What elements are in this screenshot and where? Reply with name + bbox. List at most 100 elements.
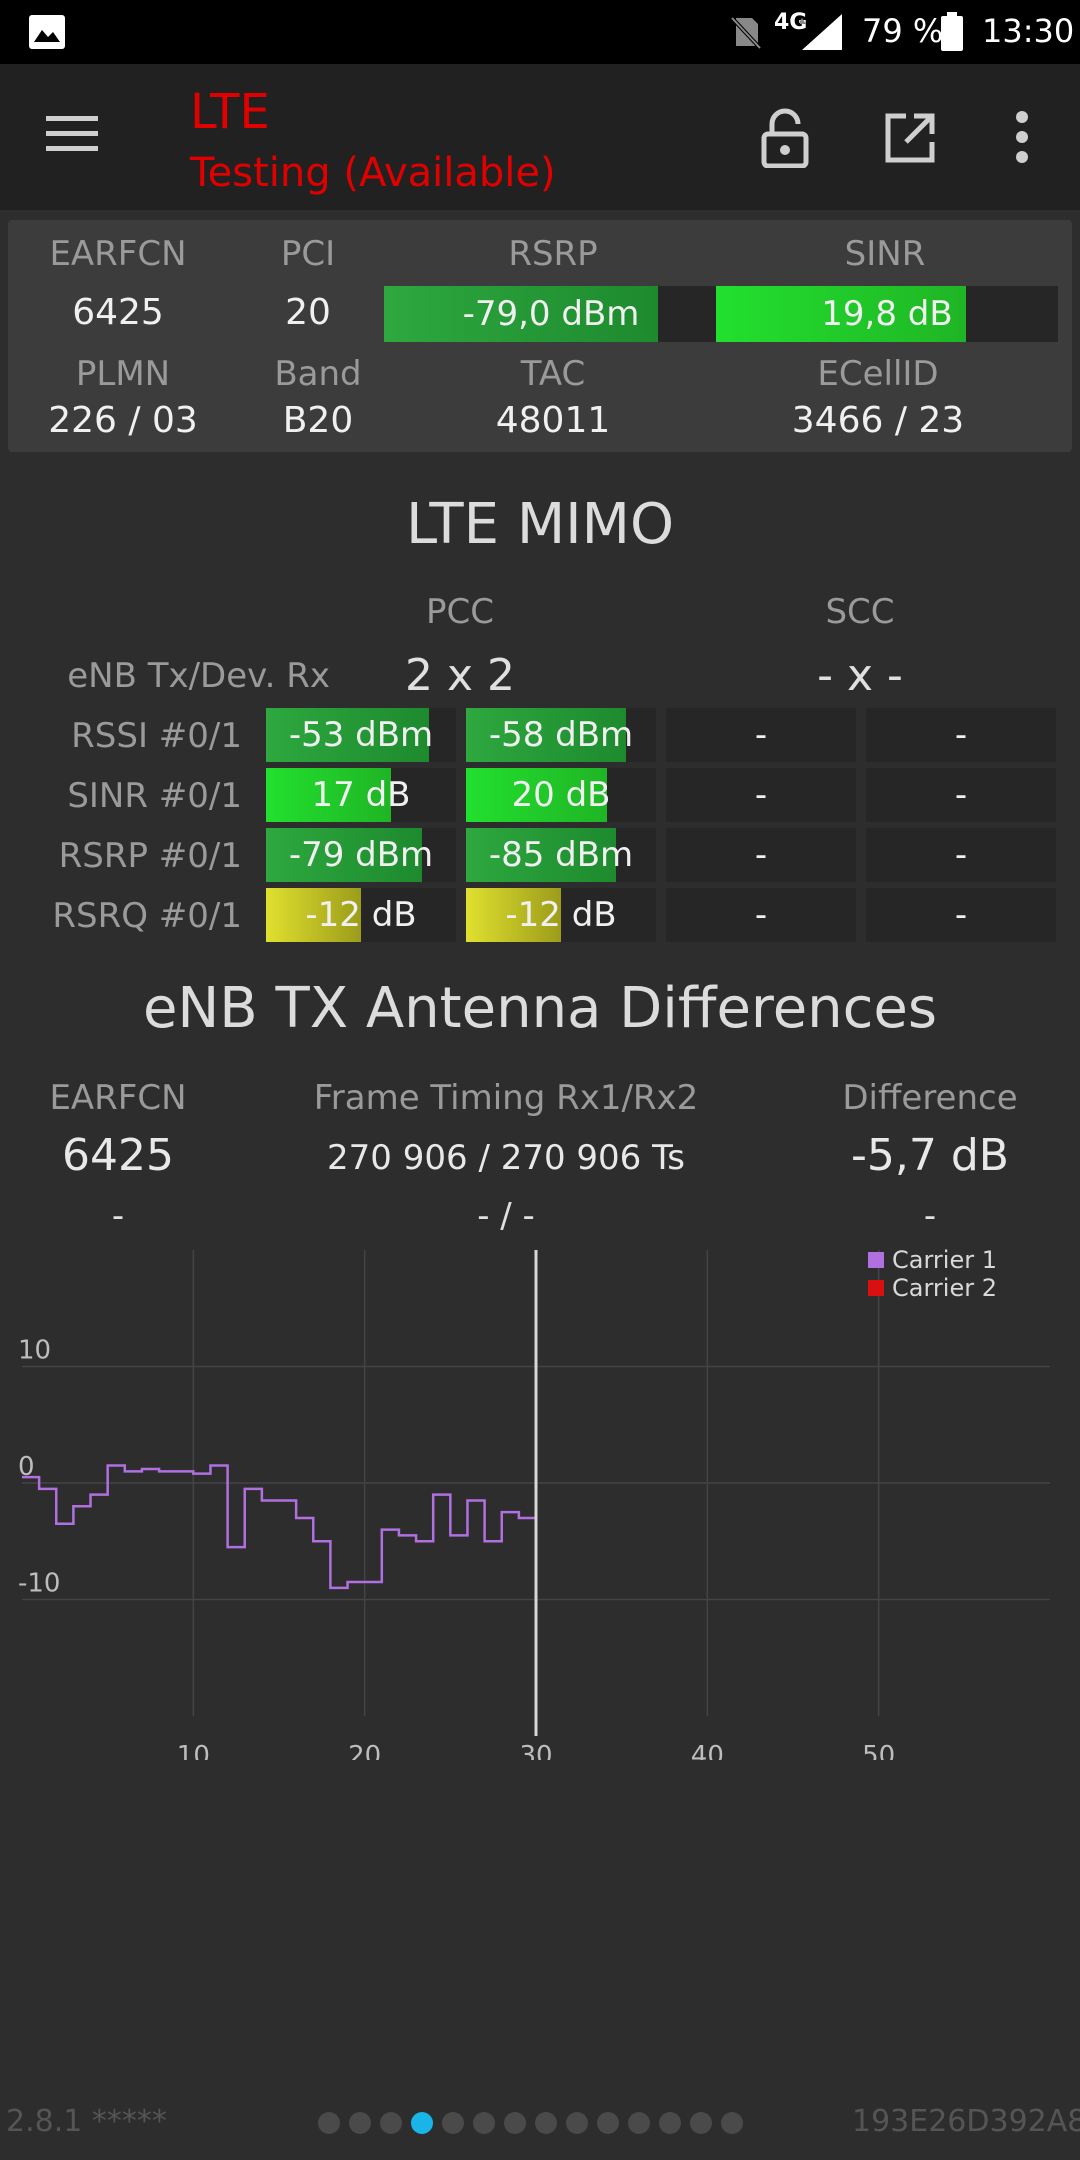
mimo-cell-value: -79 dBm bbox=[288, 835, 434, 875]
difference-label: Difference bbox=[842, 1078, 1018, 1118]
sinr-bar-fill bbox=[716, 286, 966, 342]
page-dot[interactable] bbox=[628, 2112, 650, 2134]
frame-timing-1: 270 906 / 270 906 Ts bbox=[327, 1138, 685, 1178]
rsrp-label: RSRP bbox=[508, 234, 598, 274]
sinr-value: 19,8 dB bbox=[821, 294, 953, 334]
mimo-cell-scc0: - bbox=[666, 828, 856, 882]
band-value: B20 bbox=[282, 400, 354, 441]
mimo-cell-value: -12 dB bbox=[505, 895, 617, 935]
rsrp-value: -79,0 dBm bbox=[462, 294, 640, 334]
rsrp-bar-fill bbox=[384, 286, 658, 342]
app-bar: LTE Testing (Available) bbox=[0, 64, 1080, 210]
mimo-cell-pcc1: -85 dBm bbox=[466, 828, 656, 882]
mimo-row-label: RSRQ #0/1 bbox=[52, 896, 242, 936]
sinr-label: SINR bbox=[844, 234, 926, 274]
y-tick-label: -10 bbox=[18, 1569, 60, 1599]
page-dot[interactable] bbox=[473, 2112, 495, 2134]
page-dot[interactable] bbox=[504, 2112, 526, 2134]
page-dot[interactable] bbox=[411, 2112, 433, 2134]
mimo-cell-fill bbox=[466, 768, 607, 822]
mimo-cell-value: - bbox=[954, 895, 968, 935]
y-tick-label: 0 bbox=[18, 1452, 35, 1482]
pci-label: PCI bbox=[280, 234, 336, 274]
mimo-cell-scc1: - bbox=[866, 768, 1056, 822]
earfcn-label: EARFCN bbox=[49, 234, 187, 274]
ecellid-value: 3466 / 23 bbox=[791, 400, 965, 441]
mimo-cell-pcc0: -79 dBm bbox=[266, 828, 456, 882]
sinr-bar: 19,8 dB bbox=[716, 286, 1058, 342]
mimo-cell-fill bbox=[266, 708, 430, 762]
mimo-cell-fill bbox=[466, 888, 561, 942]
page-dot[interactable] bbox=[659, 2112, 681, 2134]
mimo-cell-pcc0: 17 dB bbox=[266, 768, 456, 822]
app-title: LTE bbox=[190, 84, 270, 140]
version-text: 2.8.1 ***** bbox=[6, 2104, 167, 2139]
mimo-cell-fill bbox=[266, 768, 392, 822]
mimo-cell-value: - bbox=[754, 895, 768, 935]
plmn-value: 226 / 03 bbox=[48, 400, 198, 441]
open-external-icon[interactable] bbox=[884, 112, 936, 164]
mimo-cell-value: 17 dB bbox=[311, 775, 411, 815]
x-tick-label: 30 bbox=[519, 1741, 552, 1760]
page-dot[interactable] bbox=[566, 2112, 588, 2134]
y-tick-label: 10 bbox=[18, 1336, 51, 1366]
series-line-carrier-1 bbox=[22, 1464, 536, 1590]
signal-icon bbox=[800, 14, 842, 50]
no-sim-icon bbox=[730, 16, 762, 50]
difference-2: - bbox=[923, 1196, 937, 1236]
mimo-cell-pcc1: 20 dB bbox=[466, 768, 656, 822]
page-dot[interactable] bbox=[597, 2112, 619, 2134]
mimo-cell-scc0: - bbox=[666, 888, 856, 942]
mimo-cell-value: - bbox=[754, 835, 768, 875]
page-dot[interactable] bbox=[721, 2112, 743, 2134]
config-label: eNB Tx/Dev. Rx bbox=[67, 656, 330, 696]
antenna-title: eNB TX Antenna Differences bbox=[142, 976, 938, 1041]
mimo-title: LTE MIMO bbox=[405, 492, 675, 557]
more-options-icon[interactable] bbox=[1006, 110, 1038, 164]
mimo-cell-fill bbox=[266, 828, 422, 882]
mimo-row-label: SINR #0/1 bbox=[67, 776, 242, 816]
cell-info-card: EARFCN PCI RSRP SINR 6425 20 -79,0 dBm 1… bbox=[8, 220, 1072, 452]
scc-config: - x - bbox=[817, 650, 903, 701]
pcc-label: PCC bbox=[426, 592, 494, 632]
pcc-config: 2 x 2 bbox=[405, 650, 515, 701]
scc-label: SCC bbox=[825, 592, 895, 632]
mimo-cell-fill bbox=[466, 828, 617, 882]
clock: 13:30 bbox=[982, 12, 1075, 50]
mimo-cell-scc1: - bbox=[866, 828, 1056, 882]
x-tick-label: 40 bbox=[691, 1741, 724, 1760]
mimo-cell-value: - bbox=[954, 775, 968, 815]
page-indicator[interactable] bbox=[318, 2112, 743, 2138]
legend-swatch bbox=[868, 1280, 884, 1296]
page-dot[interactable] bbox=[535, 2112, 557, 2134]
x-tick-label: 50 bbox=[862, 1741, 895, 1760]
battery-icon bbox=[941, 12, 963, 51]
lock-open-icon[interactable] bbox=[760, 108, 810, 168]
menu-icon[interactable] bbox=[46, 114, 98, 154]
page-dot[interactable] bbox=[318, 2112, 340, 2134]
mimo-cell-value: 20 dB bbox=[511, 775, 611, 815]
page-dot[interactable] bbox=[349, 2112, 371, 2134]
page-dot[interactable] bbox=[690, 2112, 712, 2134]
x-tick-label: 20 bbox=[348, 1741, 381, 1760]
difference-1: -5,7 dB bbox=[851, 1130, 1009, 1181]
frame-timing-label: Frame Timing Rx1/Rx2 bbox=[313, 1078, 699, 1118]
earfcn-value: 6425 bbox=[72, 292, 164, 333]
mimo-cell-scc1: - bbox=[866, 708, 1056, 762]
frame-timing-2: - / - bbox=[477, 1196, 535, 1236]
legend-label: Carrier 2 bbox=[892, 1274, 997, 1302]
mimo-cell-fill bbox=[266, 888, 361, 942]
mimo-cell-pcc1: -12 dB bbox=[466, 888, 656, 942]
mimo-cell-value: -85 dBm bbox=[488, 835, 634, 875]
antenna-earfcn-2: - bbox=[111, 1196, 125, 1236]
page-dot[interactable] bbox=[442, 2112, 464, 2134]
tac-label: TAC bbox=[520, 354, 586, 394]
device-id-text: 193E26D392A8 bbox=[852, 2104, 1080, 2139]
plmn-label: PLMN bbox=[75, 354, 171, 394]
gallery-icon bbox=[29, 15, 65, 49]
mimo-cell-value: - bbox=[954, 835, 968, 875]
pci-value: 20 bbox=[285, 292, 331, 333]
mimo-cell-scc0: - bbox=[666, 768, 856, 822]
page-dot[interactable] bbox=[380, 2112, 402, 2134]
mimo-cell-value: - bbox=[754, 775, 768, 815]
